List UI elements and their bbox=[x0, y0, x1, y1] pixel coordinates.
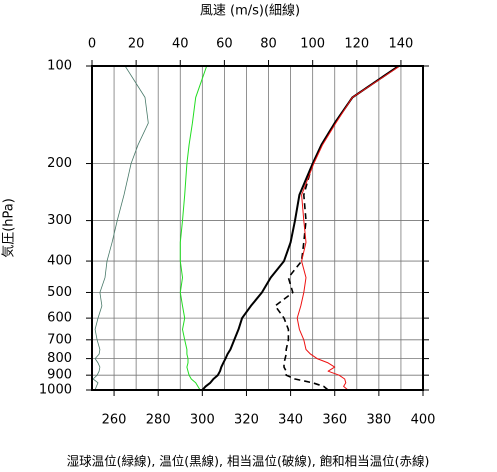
x-tick-label: 320 bbox=[234, 413, 259, 428]
top-axis-title: 風速 (m/s)(細線) bbox=[200, 3, 300, 19]
profile-line bbox=[179, 66, 208, 390]
y-axis-title: 気圧(hPa) bbox=[1, 198, 17, 258]
x-tick-label: 300 bbox=[190, 413, 215, 428]
x2-tick-label: 20 bbox=[128, 37, 145, 52]
x2-tick-label: 100 bbox=[300, 37, 325, 52]
y-tick-label: 100 bbox=[47, 59, 72, 74]
x2-tick-label: 140 bbox=[389, 37, 414, 52]
y-tick-label: 800 bbox=[47, 351, 72, 366]
y-tick-label: 600 bbox=[47, 311, 72, 326]
x-tick-label: 360 bbox=[322, 413, 347, 428]
x2-tick-label: 60 bbox=[216, 37, 233, 52]
profile-line bbox=[201, 66, 400, 390]
y-tick-label: 500 bbox=[47, 285, 72, 300]
x-axis-title: 湿球温位(緑線), 温位(黒線), 相当温位(破線), 飽和相当温位(赤線) bbox=[67, 454, 430, 469]
y-tick-label: 700 bbox=[47, 332, 72, 347]
y-tick-label: 300 bbox=[47, 213, 72, 228]
y-tick-label: 200 bbox=[47, 156, 72, 171]
y-tick-label: 400 bbox=[47, 254, 72, 269]
x-tick-label: 380 bbox=[366, 413, 391, 428]
y-tick-label: 1000 bbox=[39, 383, 72, 398]
x-tick-label: 400 bbox=[411, 413, 436, 428]
x-tick-label: 280 bbox=[146, 413, 171, 428]
y-tick-label: 900 bbox=[47, 368, 72, 383]
x2-tick-label: 0 bbox=[88, 37, 96, 52]
profile-line bbox=[274, 66, 400, 390]
x2-tick-label: 120 bbox=[344, 37, 369, 52]
x-tick-label: 260 bbox=[102, 413, 127, 428]
x-tick-label: 340 bbox=[278, 413, 303, 428]
x2-tick-label: 40 bbox=[172, 37, 189, 52]
profile-line bbox=[92, 66, 149, 390]
plot-frame bbox=[91, 65, 424, 391]
plot-area bbox=[92, 66, 401, 390]
x2-tick-label: 80 bbox=[260, 37, 277, 52]
profile-line bbox=[296, 66, 401, 390]
